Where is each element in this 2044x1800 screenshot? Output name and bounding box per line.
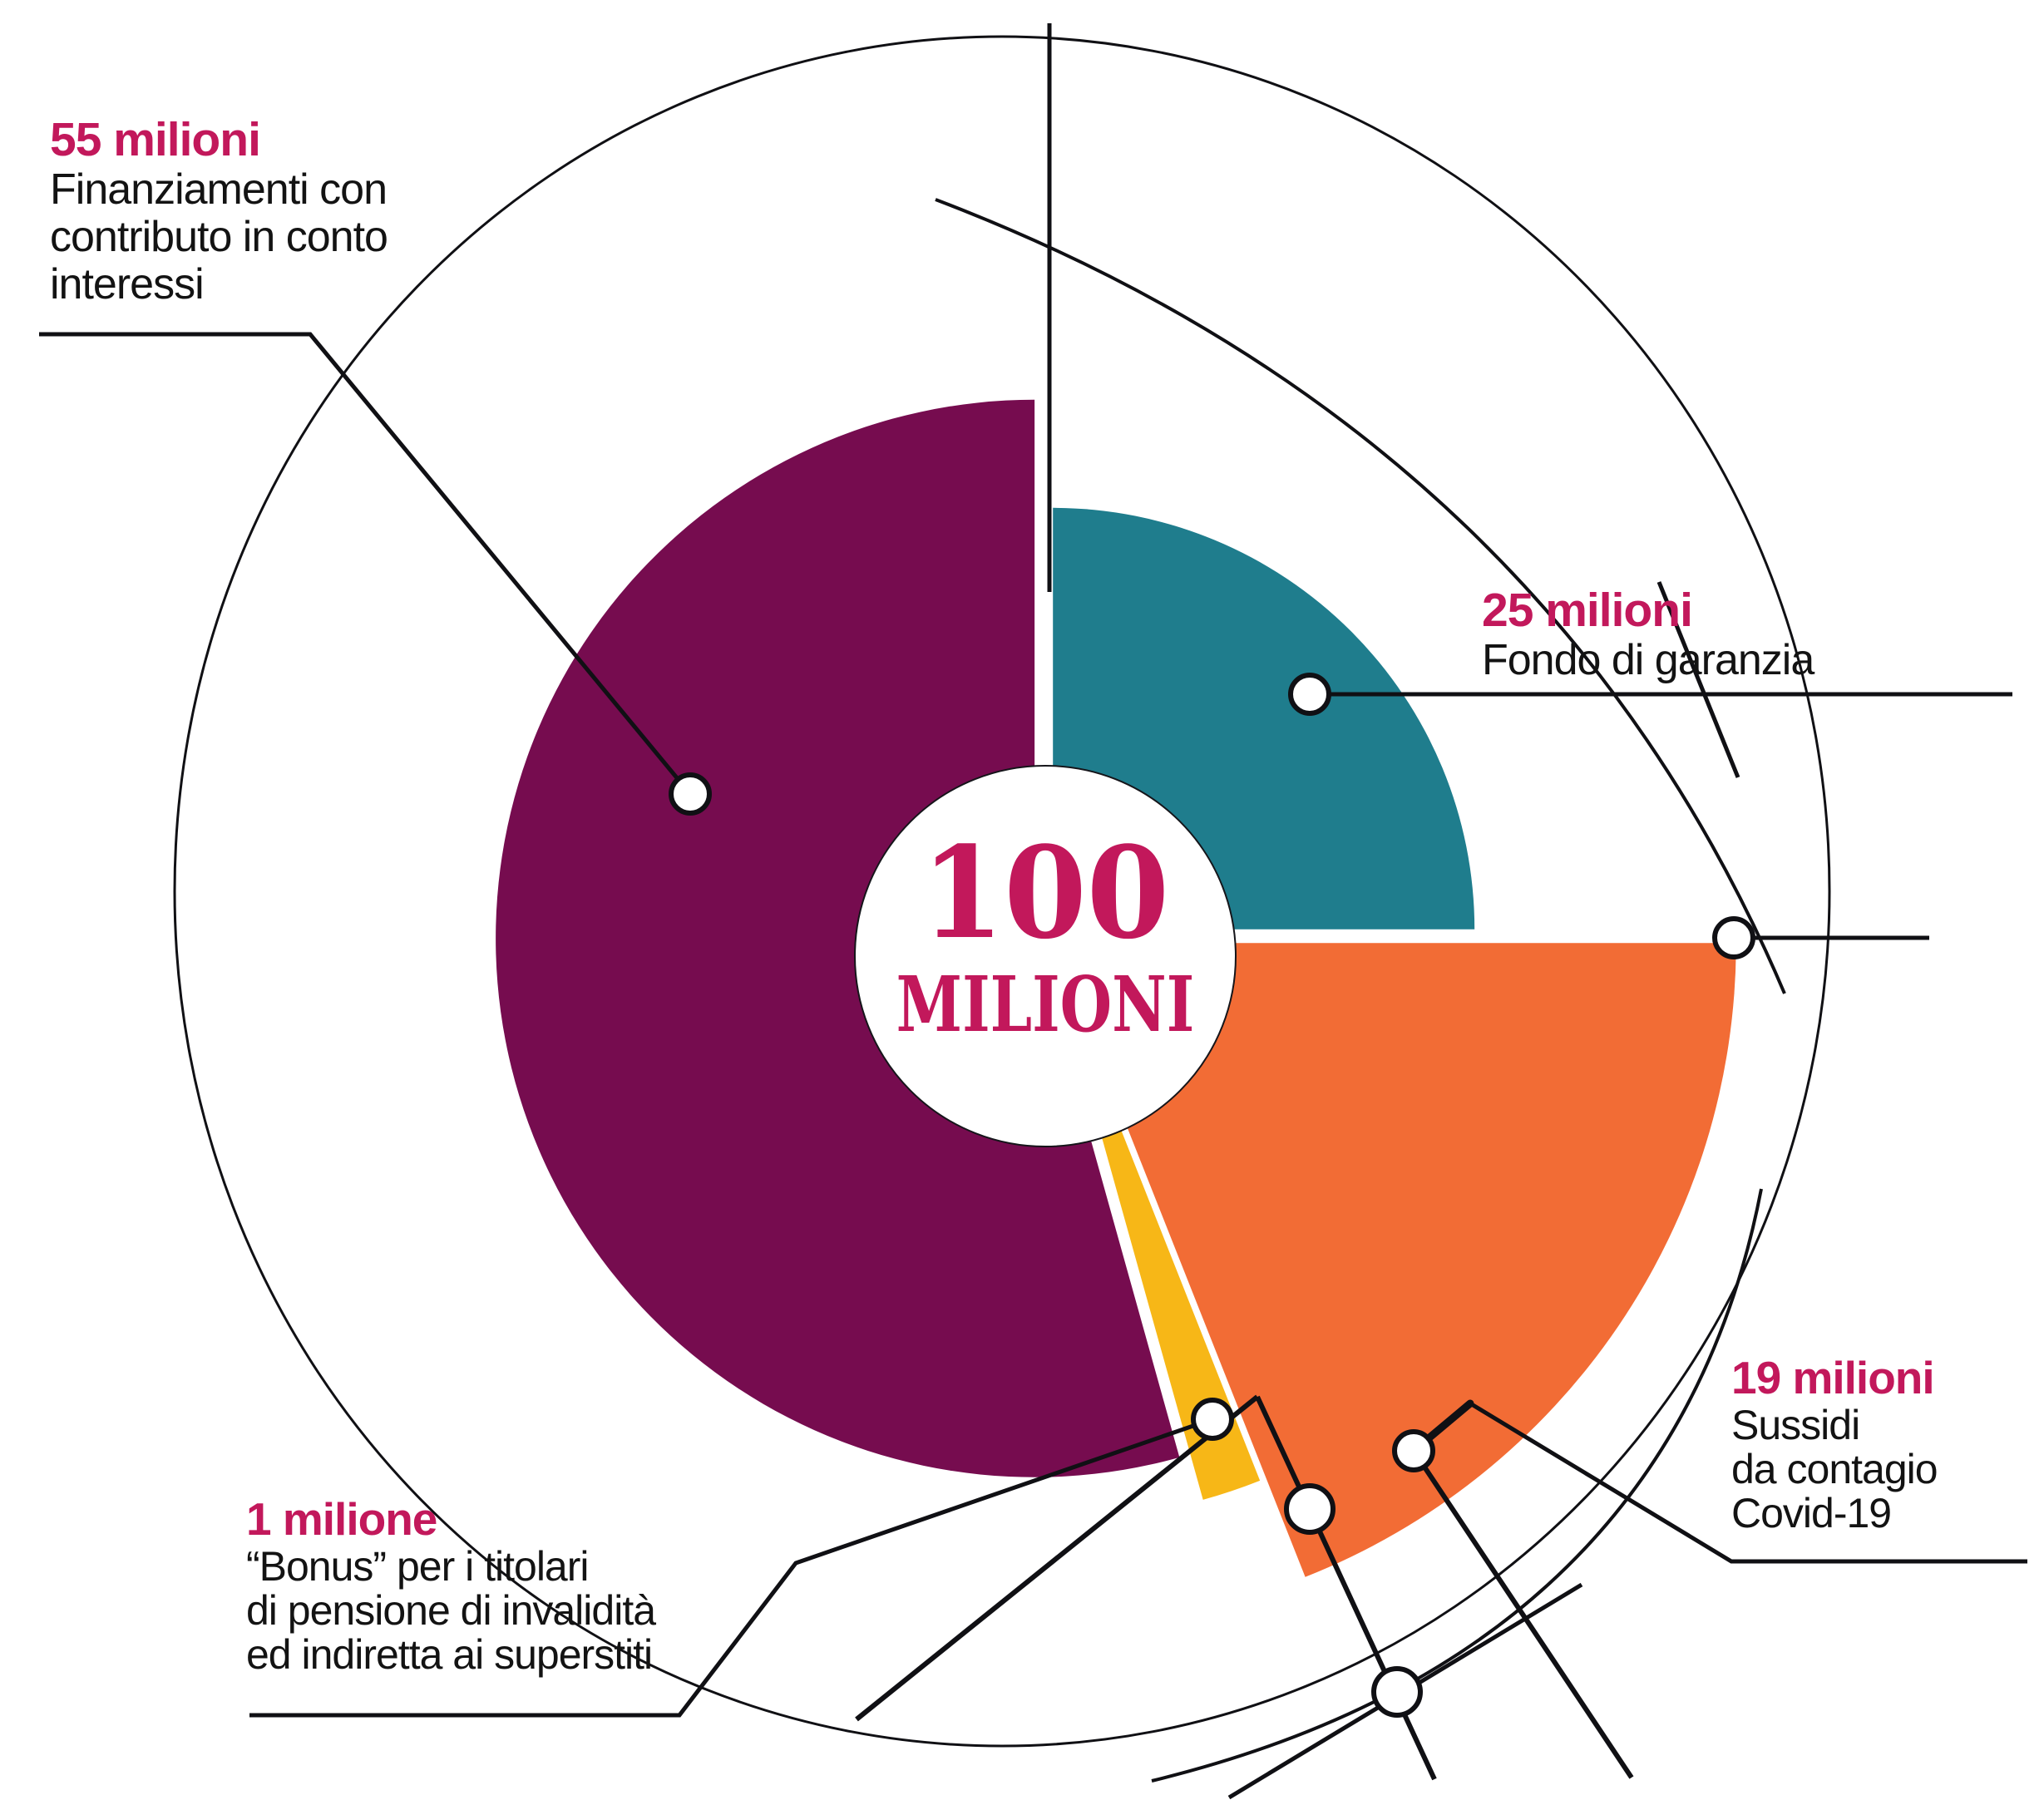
label-55-value: 55 milioni (50, 113, 261, 166)
deco-tick (1656, 581, 1740, 778)
leader-dot-19 (1392, 1429, 1435, 1472)
label-19-line: Sussidi (1731, 1402, 1860, 1448)
donut-center-circle (854, 765, 1237, 1147)
label-55-line: Finanziamenti con (50, 165, 388, 214)
label-19-line: Covid-19 (1731, 1490, 1892, 1536)
center-total-value: 100 (921, 818, 1170, 967)
label-55-line: interessi (50, 260, 205, 308)
label-55-line: contributo in conto (50, 213, 388, 261)
center-total-unit: MILIONI (896, 959, 1195, 1049)
leader-dot-orange-corner (1712, 916, 1755, 959)
deco-node-a (1284, 1483, 1336, 1535)
outer-arc-top-right (935, 198, 1786, 994)
pie-slice-2 (1054, 943, 1736, 1577)
leader-line-19 (1469, 1401, 2027, 1564)
label-1-milione: 1 milione “Bonus” per i titolari di pens… (246, 1493, 656, 1678)
label-25-value: 25 milioni (1482, 584, 1693, 637)
pie-wedges (496, 399, 1736, 1577)
leader-dot-1 (1191, 1398, 1234, 1441)
outer-arc-bottom-right (1151, 1188, 1763, 1783)
label-1-value: 1 milione (246, 1493, 437, 1545)
label-19-line: da contagio (1731, 1446, 1938, 1492)
leader-line-1 (249, 1417, 1213, 1718)
label-19-milioni: 19 milioni Sussidi da contagio Covid-19 (1731, 1352, 1938, 1536)
label-1-line: ed indiretta ai superstiti (246, 1631, 653, 1678)
label-55-milioni: 55 milioni Finanziamenti con contributo … (50, 113, 388, 308)
label-19-value: 19 milioni (1731, 1352, 1935, 1403)
leader-dot-55 (669, 772, 712, 816)
outer-ring (173, 35, 1831, 1748)
deco-line-c (855, 1394, 1259, 1722)
label-25-line: Fondo di garanzia (1482, 636, 1814, 684)
leader-dot-25 (1288, 673, 1331, 716)
pie-slice-4 (496, 399, 1180, 1477)
label-1-line: di pensione di invalidità (246, 1587, 656, 1634)
deco-node-b (1371, 1666, 1423, 1718)
label-1-line: “Bonus” per i titolari (246, 1543, 590, 1590)
deco-line-b (1411, 1449, 1634, 1779)
leader-line-55 (39, 332, 692, 796)
label-25-milioni: 25 milioni Fondo di garanzia (1482, 584, 1814, 684)
